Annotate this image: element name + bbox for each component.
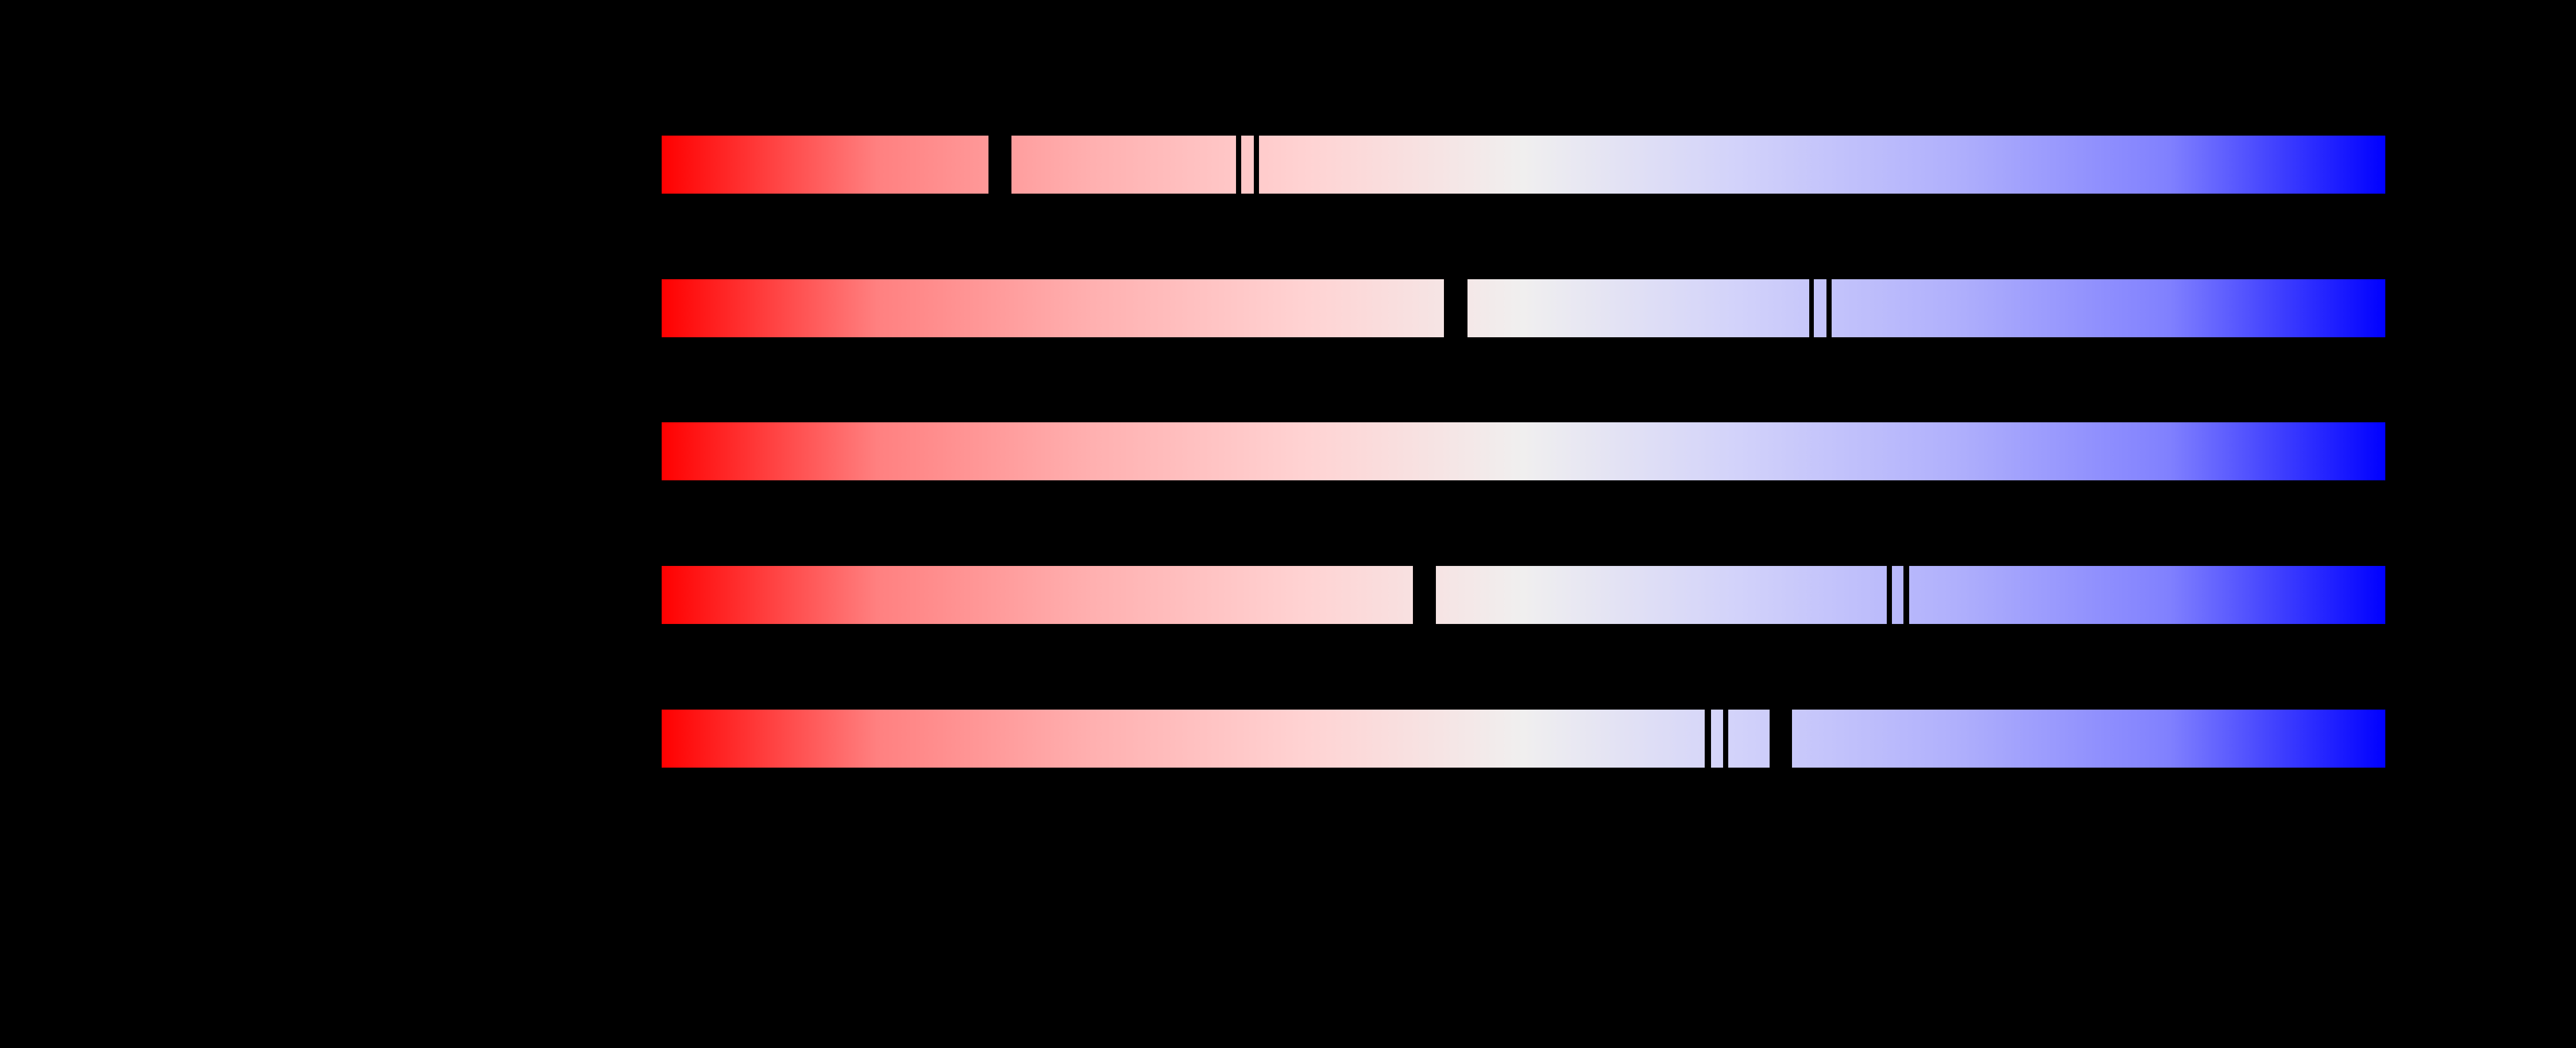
tick-marker <box>1705 709 1711 768</box>
tick-marker <box>1236 135 1241 194</box>
gradient-bar <box>662 422 2385 480</box>
tick-marker <box>1887 565 1892 625</box>
gradient-bar <box>662 279 2385 338</box>
segment-gap-marker <box>988 135 1011 194</box>
tick-marker <box>1903 565 1909 625</box>
gradient-bar <box>662 709 2385 768</box>
tick-marker <box>1723 709 1728 768</box>
tick-marker <box>1254 135 1259 194</box>
gradient-bar <box>662 135 2385 194</box>
tick-marker <box>1809 279 1814 338</box>
gradient-bar <box>662 565 2385 625</box>
tick-marker <box>1826 279 1832 338</box>
segment-gap-marker <box>1770 709 1792 768</box>
segment-gap-marker <box>1444 279 1467 338</box>
segment-gap-marker <box>1413 565 1436 625</box>
